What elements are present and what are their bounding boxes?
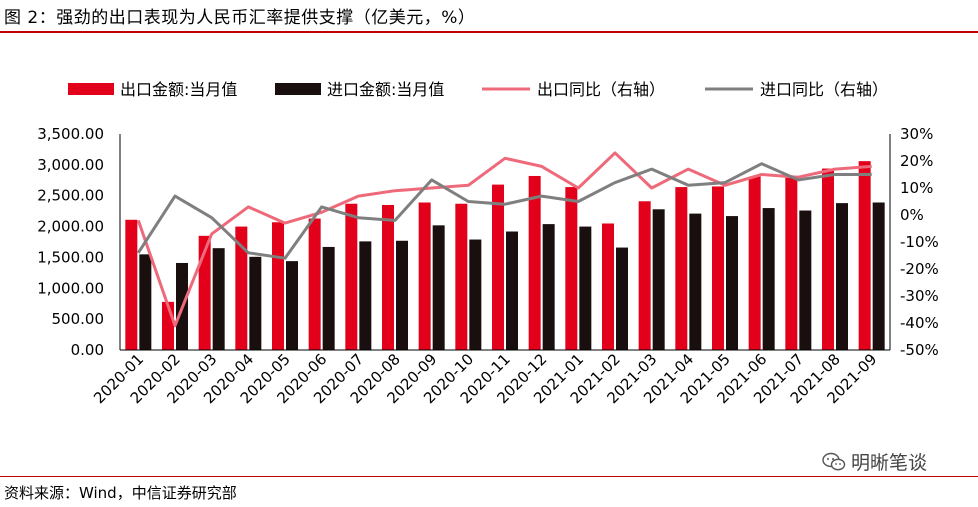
export-bar [125,219,138,350]
y-left-tick-label: 2,000.00 [37,218,104,236]
import-bar [616,247,628,350]
y-right-tick-label: -30% [900,287,939,305]
y-left-tick-label: 1,000.00 [37,279,104,297]
y-right-tick-label: -40% [900,314,939,332]
export-bar [602,223,614,350]
y-left-tick-label: 1,500.00 [37,248,104,266]
y-left-tick-label: 3,000.00 [37,156,104,174]
import-bar [396,240,408,350]
import-bar [836,203,848,350]
export-bar [638,201,651,350]
import-yoy-line [137,162,872,260]
export-yoy-line [136,151,872,328]
import-bar [799,210,812,350]
import-bar [506,231,518,350]
import-bar [139,254,152,350]
import-bar [542,224,555,350]
export-bar [528,175,541,350]
import-bar [652,209,665,350]
y-right-tick-label: -10% [900,233,939,251]
y-right-tick-label: 10% [900,179,933,197]
y-right-tick-label: 20% [900,152,933,170]
export-bar [712,186,724,350]
watermark: 明晰笔谈 [822,448,927,475]
import-bar [579,226,592,350]
watermark-text: 明晰笔谈 [851,452,928,474]
export-bar [785,175,798,350]
y-left-tick-label: 2,500.00 [37,187,104,205]
y-right-tick-label: 30% [900,125,933,143]
y-left-tick-label: 3,500.00 [37,125,104,143]
legend-label-2: 出口同比（右轴） [537,80,665,99]
export-bar [822,168,834,350]
export-bar [418,202,431,350]
legend-swatch-1 [275,83,321,95]
title-divider [0,31,978,33]
import-bar [872,202,885,350]
legend-swatch-0 [68,83,114,95]
footer-divider [0,476,978,477]
y-right-tick-label: -20% [900,260,939,278]
export-bar [748,176,761,350]
import-bar [212,248,225,350]
y-right-tick-label: 0% [900,206,924,224]
import-bar [249,256,262,350]
export-bar [345,203,358,350]
export-bar [308,218,321,350]
export-bar [272,222,284,350]
export-bar [235,226,248,350]
export-bar [382,204,394,350]
import-bar [726,216,738,350]
import-bar [432,225,445,350]
export-bar [565,187,578,350]
export-bar [675,187,688,350]
wechat-icon [822,452,846,470]
y-left-tick-label: 500.00 [52,310,105,328]
legend-label-0: 出口金额:当月值 [120,80,237,99]
combo-chart: 出口金额:当月值 进口金额:当月值 出口同比（右轴） 进口同比（右轴） 0.00 500.… [37,80,939,407]
import-bar [469,239,482,350]
y-right-tick-label: -50% [900,341,939,359]
source-note: 资料来源：Wind，中信证券研究部 [4,484,237,502]
legend-label-3: 进口同比（右轴） [760,80,888,99]
import-bar [359,241,372,350]
export-bar [858,161,871,350]
import-bar [689,213,702,350]
y-left-tick-label: 0.00 [71,341,104,359]
export-bar [492,184,504,350]
import-bar [322,246,335,350]
import-bar [762,208,775,350]
export-bar [455,203,468,350]
export-bar [198,235,211,350]
import-bar [286,261,298,350]
chart-title: 图 2：强劲的出口表现为人民币汇率提供支撑（亿美元，%） [4,8,476,28]
legend-label-1: 进口金额:当月值 [327,80,444,99]
